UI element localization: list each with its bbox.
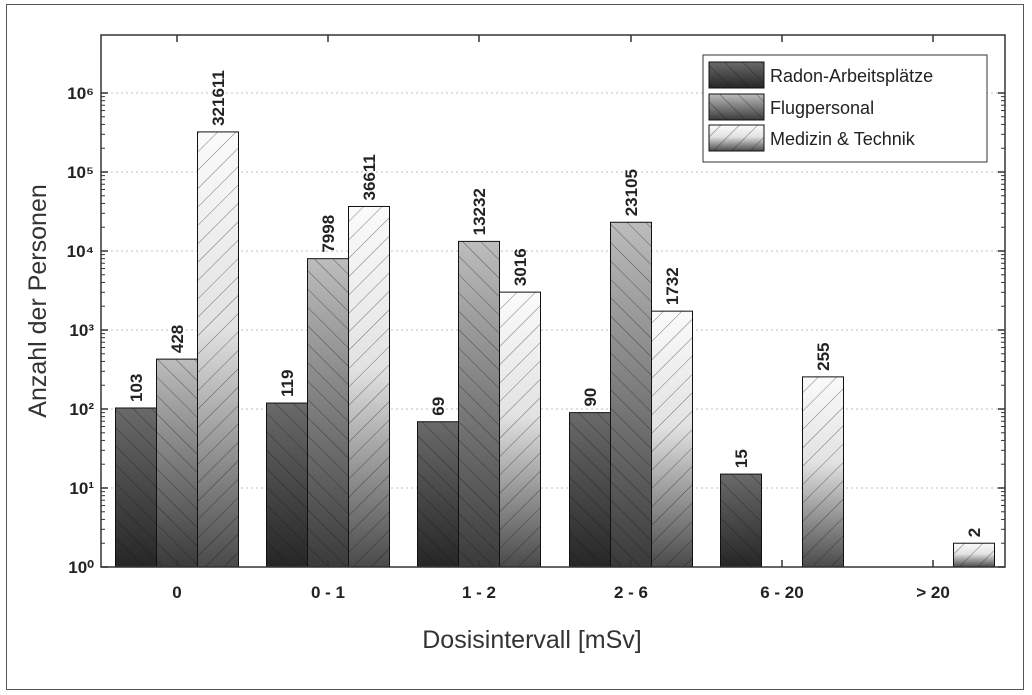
data-label: 15 bbox=[732, 449, 751, 468]
chart-frame bbox=[6, 4, 1024, 690]
bar-radon-hatch bbox=[115, 407, 157, 568]
y-tick-label: 10¹ bbox=[69, 479, 94, 498]
data-label: 2 bbox=[965, 528, 984, 537]
bar-flug-hatch bbox=[156, 358, 198, 568]
bar-flug-hatch bbox=[610, 221, 652, 568]
data-label: 13232 bbox=[470, 188, 489, 235]
bar-flug-hatch bbox=[458, 240, 500, 568]
legend-swatch-radon-hatch bbox=[708, 61, 765, 89]
legend-swatch-medizin-hatch bbox=[708, 124, 765, 152]
data-label: 321611 bbox=[209, 70, 228, 126]
data-label: 7998 bbox=[319, 215, 338, 253]
y-tick-label: 10⁶ bbox=[67, 84, 94, 103]
bar-medizin-hatch bbox=[348, 205, 390, 568]
x-tick-label: 6 - 20 bbox=[760, 583, 803, 602]
plot-area-frame bbox=[100, 34, 1006, 568]
bar-flug-hatch bbox=[307, 258, 349, 568]
bar-radon-hatch bbox=[569, 412, 611, 568]
y-tick-label: 10⁰ bbox=[68, 558, 94, 577]
data-label: 3016 bbox=[511, 248, 530, 286]
y-tick-label: 10⁴ bbox=[67, 242, 94, 261]
data-label: 119 bbox=[278, 370, 297, 397]
data-label: 255 bbox=[814, 343, 833, 371]
data-label: 23105 bbox=[622, 169, 641, 216]
data-label: 1732 bbox=[663, 267, 682, 305]
bar-medizin-hatch bbox=[499, 291, 541, 568]
bar-radon-hatch bbox=[417, 421, 459, 568]
x-tick-label: 0 bbox=[172, 583, 181, 602]
bar-radon-hatch bbox=[266, 402, 308, 568]
legend-swatch-flug-hatch bbox=[708, 93, 765, 121]
data-label: 103 bbox=[127, 374, 146, 402]
legend-label: Medizin & Technik bbox=[770, 129, 916, 149]
x-tick-label: 0 - 1 bbox=[311, 583, 345, 602]
legend-label: Flugpersonal bbox=[770, 98, 874, 118]
x-tick-label: 1 - 2 bbox=[462, 583, 496, 602]
data-label: 90 bbox=[581, 388, 600, 407]
x-tick-label: > 20 bbox=[916, 583, 950, 602]
legend-label: Radon-Arbeitsplätze bbox=[770, 66, 933, 86]
bar-radon-hatch bbox=[720, 473, 762, 568]
data-label: 36611 bbox=[360, 154, 379, 200]
data-label: 69 bbox=[429, 397, 448, 416]
y-tick-label: 10² bbox=[69, 400, 94, 419]
y-tick-label: 10³ bbox=[69, 321, 94, 340]
data-label: 428 bbox=[168, 325, 187, 353]
x-tick-label: 2 - 6 bbox=[614, 583, 648, 602]
bar-medizin-hatch bbox=[953, 542, 995, 568]
y-axis-title: Anzahl der Personen bbox=[24, 184, 52, 417]
bar-medizin-hatch bbox=[802, 376, 844, 568]
bar-medizin-hatch bbox=[651, 310, 693, 568]
y-tick-label: 10⁵ bbox=[67, 163, 94, 182]
x-axis-title: Dosisintervall [mSv] bbox=[422, 626, 642, 654]
bar-medizin-hatch bbox=[197, 131, 239, 568]
